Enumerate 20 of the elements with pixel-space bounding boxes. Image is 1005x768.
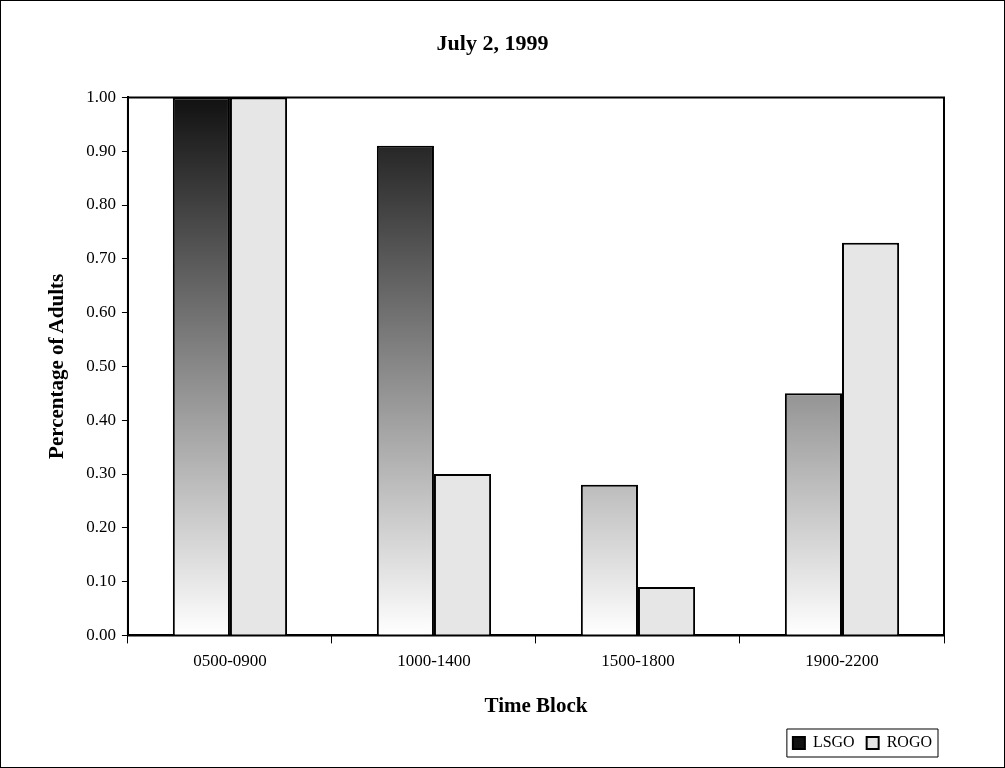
y-tick-label: 1.00 [86, 86, 116, 106]
x-axis-title: Time Block [484, 692, 588, 717]
y-tick-label: 0.10 [86, 571, 116, 591]
legend-label: ROGO [886, 733, 933, 751]
y-tick-label: 0.60 [86, 302, 116, 322]
y-tick-label: 0.30 [86, 463, 116, 483]
legend-label: LSGO [812, 733, 855, 751]
x-tick-label: 1900-2200 [805, 651, 879, 671]
y-tick-label: 0.50 [86, 355, 116, 375]
y-tick-label: 0.40 [86, 409, 116, 429]
chart-title: July 2, 1999 [436, 29, 549, 55]
x-tick-label: 0500-0900 [193, 651, 267, 671]
y-tick-label: 0.90 [86, 140, 116, 160]
y-axis-title: Percentage of Adults [44, 273, 69, 459]
x-tick-label: 1000-1400 [397, 651, 471, 671]
y-tick-label: 0.80 [86, 194, 116, 214]
y-tick-label: 0.20 [86, 517, 116, 537]
x-tick-label: 1500-1800 [601, 651, 675, 671]
y-tick-label: 0.00 [86, 624, 116, 644]
y-tick-label: 0.70 [86, 248, 116, 268]
